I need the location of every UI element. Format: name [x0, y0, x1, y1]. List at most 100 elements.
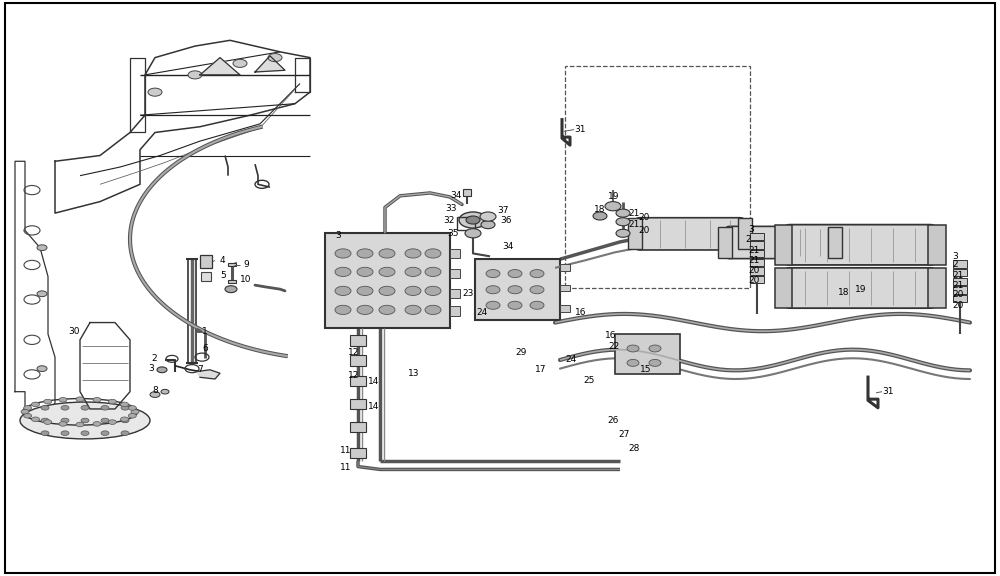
Text: 34: 34	[502, 242, 513, 251]
Text: 14: 14	[368, 377, 379, 386]
Text: 22: 22	[608, 342, 619, 351]
Bar	[457, 217, 475, 230]
Text: 17: 17	[535, 365, 546, 374]
FancyBboxPatch shape	[726, 226, 834, 259]
Bar	[565, 66, 750, 288]
Text: 21: 21	[952, 281, 963, 290]
Circle shape	[150, 392, 160, 397]
Text: 21: 21	[748, 246, 759, 255]
Polygon shape	[80, 323, 130, 409]
Bar	[750, 276, 764, 283]
Circle shape	[627, 359, 639, 366]
Circle shape	[161, 389, 169, 394]
Text: 30: 30	[68, 327, 80, 336]
Circle shape	[188, 71, 202, 79]
Text: 2: 2	[745, 234, 751, 244]
Text: 14: 14	[368, 401, 379, 411]
Circle shape	[108, 420, 116, 425]
Circle shape	[616, 209, 630, 217]
Bar	[228, 263, 236, 266]
Polygon shape	[295, 58, 310, 92]
Circle shape	[101, 431, 109, 435]
Circle shape	[157, 367, 167, 373]
Bar	[201, 272, 211, 281]
Circle shape	[530, 301, 544, 309]
Text: 24: 24	[476, 308, 487, 317]
Bar	[200, 255, 212, 268]
Bar	[953, 269, 967, 276]
Circle shape	[530, 286, 544, 294]
Bar	[560, 305, 570, 312]
Text: 32: 32	[443, 215, 454, 225]
Text: 20: 20	[748, 276, 759, 285]
Circle shape	[101, 418, 109, 423]
Bar	[928, 225, 946, 265]
Bar	[350, 448, 366, 458]
Bar	[350, 376, 366, 386]
Circle shape	[41, 406, 49, 410]
Circle shape	[37, 245, 47, 251]
Circle shape	[405, 267, 421, 276]
Text: 6: 6	[202, 344, 208, 353]
Circle shape	[425, 267, 441, 276]
Ellipse shape	[20, 402, 150, 439]
Bar	[750, 233, 764, 240]
Circle shape	[649, 359, 661, 366]
Bar	[560, 285, 570, 291]
Bar	[228, 280, 236, 283]
Circle shape	[44, 399, 52, 404]
Circle shape	[148, 88, 162, 96]
Circle shape	[357, 267, 373, 276]
Bar	[450, 249, 460, 258]
Circle shape	[120, 402, 128, 407]
Polygon shape	[130, 58, 145, 132]
FancyBboxPatch shape	[785, 225, 935, 265]
Circle shape	[335, 249, 351, 258]
FancyBboxPatch shape	[785, 268, 935, 308]
Text: 35: 35	[447, 229, 458, 238]
Text: 20: 20	[638, 213, 649, 222]
Text: 24: 24	[565, 355, 576, 365]
Text: 15: 15	[640, 365, 652, 374]
Circle shape	[405, 286, 421, 295]
Bar	[350, 355, 366, 366]
Bar	[628, 218, 642, 249]
Circle shape	[357, 286, 373, 295]
Circle shape	[37, 366, 47, 372]
Text: 18: 18	[838, 288, 850, 297]
Text: 4: 4	[220, 256, 226, 265]
FancyBboxPatch shape	[636, 218, 744, 250]
Bar	[953, 260, 967, 268]
Bar	[750, 250, 764, 257]
Text: 29: 29	[515, 348, 526, 357]
Circle shape	[335, 286, 351, 295]
Text: 1: 1	[202, 327, 208, 336]
Circle shape	[379, 249, 395, 258]
Text: 19: 19	[608, 192, 620, 202]
Bar	[928, 268, 946, 308]
Text: 21: 21	[628, 209, 639, 218]
Circle shape	[121, 431, 129, 435]
Circle shape	[486, 286, 500, 294]
Text: 5: 5	[220, 271, 226, 280]
Circle shape	[481, 221, 495, 229]
Circle shape	[357, 305, 373, 314]
Text: 28: 28	[628, 444, 639, 453]
Circle shape	[459, 212, 487, 228]
Circle shape	[616, 218, 630, 226]
Circle shape	[128, 414, 136, 418]
Text: 36: 36	[500, 215, 512, 225]
Circle shape	[465, 229, 481, 238]
Circle shape	[41, 418, 49, 423]
Bar	[953, 295, 967, 302]
Circle shape	[61, 406, 69, 410]
Text: 3: 3	[748, 225, 754, 234]
Text: 2: 2	[952, 260, 958, 270]
Circle shape	[59, 397, 67, 402]
Circle shape	[41, 431, 49, 435]
Circle shape	[486, 301, 500, 309]
Text: 7: 7	[197, 365, 203, 374]
Circle shape	[379, 286, 395, 295]
Bar	[953, 286, 967, 294]
Bar	[775, 225, 792, 265]
